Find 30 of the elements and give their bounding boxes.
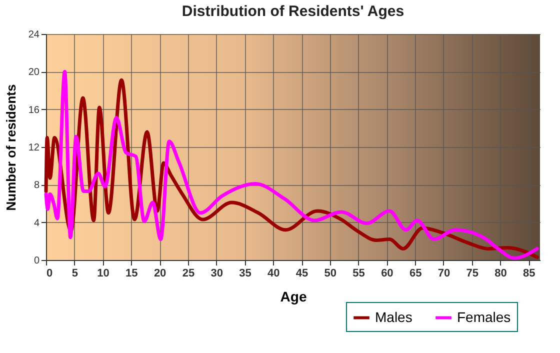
x-tick-label: 50 bbox=[324, 268, 337, 280]
legend-label: Females bbox=[457, 308, 511, 325]
y-tick-label: 8 bbox=[34, 180, 40, 192]
x-tick-label: 65 bbox=[409, 268, 422, 280]
x-tick-label: 40 bbox=[268, 268, 280, 280]
x-axis-title: Age bbox=[280, 288, 307, 304]
x-tick-label: 0 bbox=[46, 268, 53, 280]
x-tick-label: 45 bbox=[296, 268, 308, 280]
x-tick-label: 55 bbox=[352, 268, 365, 280]
x-tick-label: 80 bbox=[494, 268, 507, 280]
y-tick-label: 24 bbox=[28, 30, 40, 40]
x-tick-label: 75 bbox=[466, 268, 478, 280]
x-tick-label: 35 bbox=[239, 268, 252, 280]
x-tick-label: 25 bbox=[182, 268, 195, 280]
x-tick-label: 5 bbox=[72, 268, 78, 280]
x-tick-label: 30 bbox=[210, 268, 223, 280]
y-tick-label: 4 bbox=[34, 218, 40, 229]
x-tick-label: 15 bbox=[126, 268, 138, 280]
y-tick-label: 16 bbox=[28, 104, 40, 116]
x-tick-label: 70 bbox=[438, 268, 450, 280]
y-tick-label: 0 bbox=[34, 256, 40, 266]
x-tick-label: 10 bbox=[97, 268, 110, 280]
y-tick-label: 20 bbox=[28, 67, 40, 78]
legend-label: Males bbox=[375, 308, 412, 325]
y-axis-title: Number of residents bbox=[3, 84, 18, 211]
x-tick-label: 20 bbox=[154, 268, 166, 280]
x-tick-label: 60 bbox=[381, 268, 394, 280]
y-tick-label: 12 bbox=[28, 142, 40, 154]
chart-title: Distribution of Residents' Ages bbox=[182, 3, 404, 20]
x-tick-label: 85 bbox=[523, 268, 536, 280]
